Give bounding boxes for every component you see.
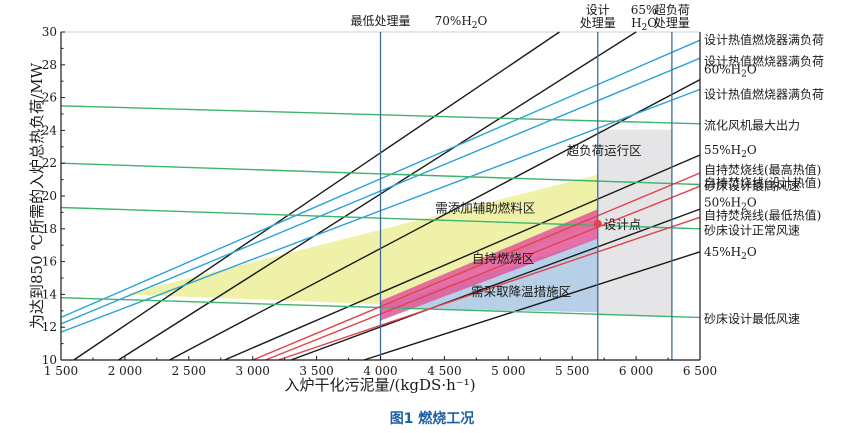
right-label-3: 55%H2O (704, 143, 757, 160)
y-tick-label-5: 20 (42, 189, 57, 203)
y-tick-label-4: 18 (42, 222, 57, 236)
top-label-0-main: 70%H (435, 14, 472, 28)
top-label-1-b: H2O (631, 16, 657, 33)
right-label-15: 自持焚烧线(最低热值) (704, 208, 821, 223)
top-label-1-a: 65% (631, 3, 658, 17)
y-tick-label-6: 22 (42, 156, 57, 170)
right-label-2-tail: O (747, 63, 757, 77)
x-tick-label-7: 5 000 (491, 364, 525, 378)
chart-right-labels: 60%H2O55%H2O50%H2O45%H2O设计热值燃烧器满负荷设计热值燃烧… (704, 32, 824, 326)
right-label-5-main: 45%H (704, 245, 741, 259)
x-tick-label-4: 3 500 (299, 364, 333, 378)
figure-caption: 图1 燃烧工况 (390, 410, 475, 427)
y-tick-label-9: 28 (42, 58, 57, 72)
top-label-1-b-tail: O (647, 16, 657, 30)
right-label-15-main: 自持焚烧线(最低热值) (704, 208, 821, 223)
right-label-5-sub: 2 (741, 252, 747, 262)
y-tick-label-10: 30 (42, 25, 57, 39)
right-label-4-sub: 2 (741, 203, 747, 213)
right-label-12-main: 砂床设计最低风速 (704, 312, 800, 326)
right-label-6-main: 设计热值燃烧器满负荷 (704, 32, 824, 47)
zone-label-2: 自持燃烧区 (472, 251, 535, 266)
right-label-9-main: 流化风机最大出力 (704, 118, 800, 132)
right-label-9: 流化风机最大出力 (704, 118, 800, 132)
right-label-4: 50%H2O (704, 196, 757, 213)
series-line-15 (278, 216, 701, 361)
top-label-1-b-sub: 2 (642, 23, 648, 33)
chart-regions (124, 129, 672, 321)
vline-label-design-1: 处理量 (580, 16, 616, 30)
zone-label-1: 需添加辅助燃料区 (435, 200, 535, 215)
x-tick-label-10: 6 500 (683, 364, 717, 378)
series-line-14 (265, 185, 701, 361)
y-tick-label-2: 14 (42, 287, 58, 301)
right-label-3-sub: 2 (741, 150, 747, 160)
x-tick-label-2: 2 500 (172, 364, 206, 378)
right-label-13-main: 自持焚烧线(最高热值) (704, 162, 821, 177)
design-point-label: 设计点 (604, 217, 642, 232)
chart-axes: 1 500 2 000 2 500 3 000 3 500 4 000 4 500 5 000… (42, 25, 717, 378)
right-label-10: 砂床设计最高风速 (704, 178, 800, 193)
vline-label-over-1: 处理量 (654, 16, 690, 30)
x-tick-label-1: 2 000 (108, 364, 142, 378)
x-tick-label-9: 6 000 (619, 364, 653, 378)
right-label-3-main: 55%H (704, 143, 741, 157)
region-yellow (124, 174, 598, 305)
right-label-2-main: 60%H (704, 63, 741, 77)
vline-label-design-0: 设计 (586, 3, 610, 17)
region-gray (597, 129, 672, 316)
series-line-4 (290, 208, 701, 361)
vline-label-min-0: 最低处理量 (350, 14, 410, 28)
top-label-0-sub: 2 (472, 21, 478, 31)
series-line-3 (224, 154, 701, 361)
vline-label-over-0: 超负荷 (654, 2, 690, 17)
x-tick-label-3: 3 000 (236, 364, 270, 378)
right-label-4-main: 50%H (704, 196, 741, 210)
x-tick-label-5: 4 000 (363, 364, 397, 378)
right-label-12: 砂床设计最低风速 (704, 312, 800, 326)
zone-label-3: 需采取降温措施区 (471, 284, 571, 299)
y-tick-label-7: 24 (42, 123, 58, 137)
right-label-11: 砂床设计正常风速 (704, 223, 800, 237)
right-label-2-sub: 2 (741, 70, 747, 80)
right-label-14: 自持焚烧线(设计热值) (704, 175, 821, 190)
top-label-1-b-main: H (631, 16, 641, 30)
series-line-0 (73, 31, 560, 361)
right-label-3-tail: O (747, 143, 757, 157)
right-label-6: 设计热值燃烧器满负荷 (704, 32, 824, 47)
x-axis-label: 入炉干化污泥量/(kgDS·h⁻¹) (284, 376, 475, 394)
y-tick-label-1: 12 (42, 320, 57, 334)
right-label-7: 设计热值燃烧器满负荷 (704, 54, 824, 69)
design-point-marker (593, 219, 602, 228)
right-label-5-tail: O (747, 245, 757, 259)
right-label-8: 设计热值燃烧器满负荷 (704, 86, 824, 101)
right-label-7-main: 设计热值燃烧器满负荷 (704, 54, 824, 69)
right-label-10-main: 砂床设计最高风速 (704, 178, 800, 193)
zone-label-0: 超负荷运行区 (567, 143, 642, 158)
right-label-14-main: 自持焚烧线(设计热值) (704, 175, 821, 190)
top-label-0-tail: O (478, 14, 488, 28)
x-tick-label-0: 1 500 (44, 364, 78, 378)
y-tick-label-8: 26 (42, 91, 57, 105)
right-label-13: 自持焚烧线(最高热值) (704, 162, 821, 177)
x-tick-label-6: 4 500 (427, 364, 461, 378)
right-label-11-main: 砂床设计正常风速 (704, 223, 800, 237)
right-label-4-tail: O (747, 196, 757, 210)
right-label-5: 45%H2O (704, 245, 757, 262)
right-label-2: 60%H2O (704, 63, 757, 80)
y-tick-label-0: 10 (42, 353, 57, 367)
series-line-5 (363, 251, 701, 361)
top-label-0: 70%H2O (435, 14, 488, 31)
y-axis-label: 为达到850 ℃所需的入炉总热负荷/MW (28, 62, 46, 329)
x-tick-label-8: 5 500 (555, 364, 589, 378)
right-label-8-main: 设计热值燃烧器满负荷 (704, 86, 824, 101)
y-tick-label-3: 16 (42, 255, 57, 269)
series-line-13 (252, 172, 701, 361)
series-line-1 (118, 31, 637, 361)
